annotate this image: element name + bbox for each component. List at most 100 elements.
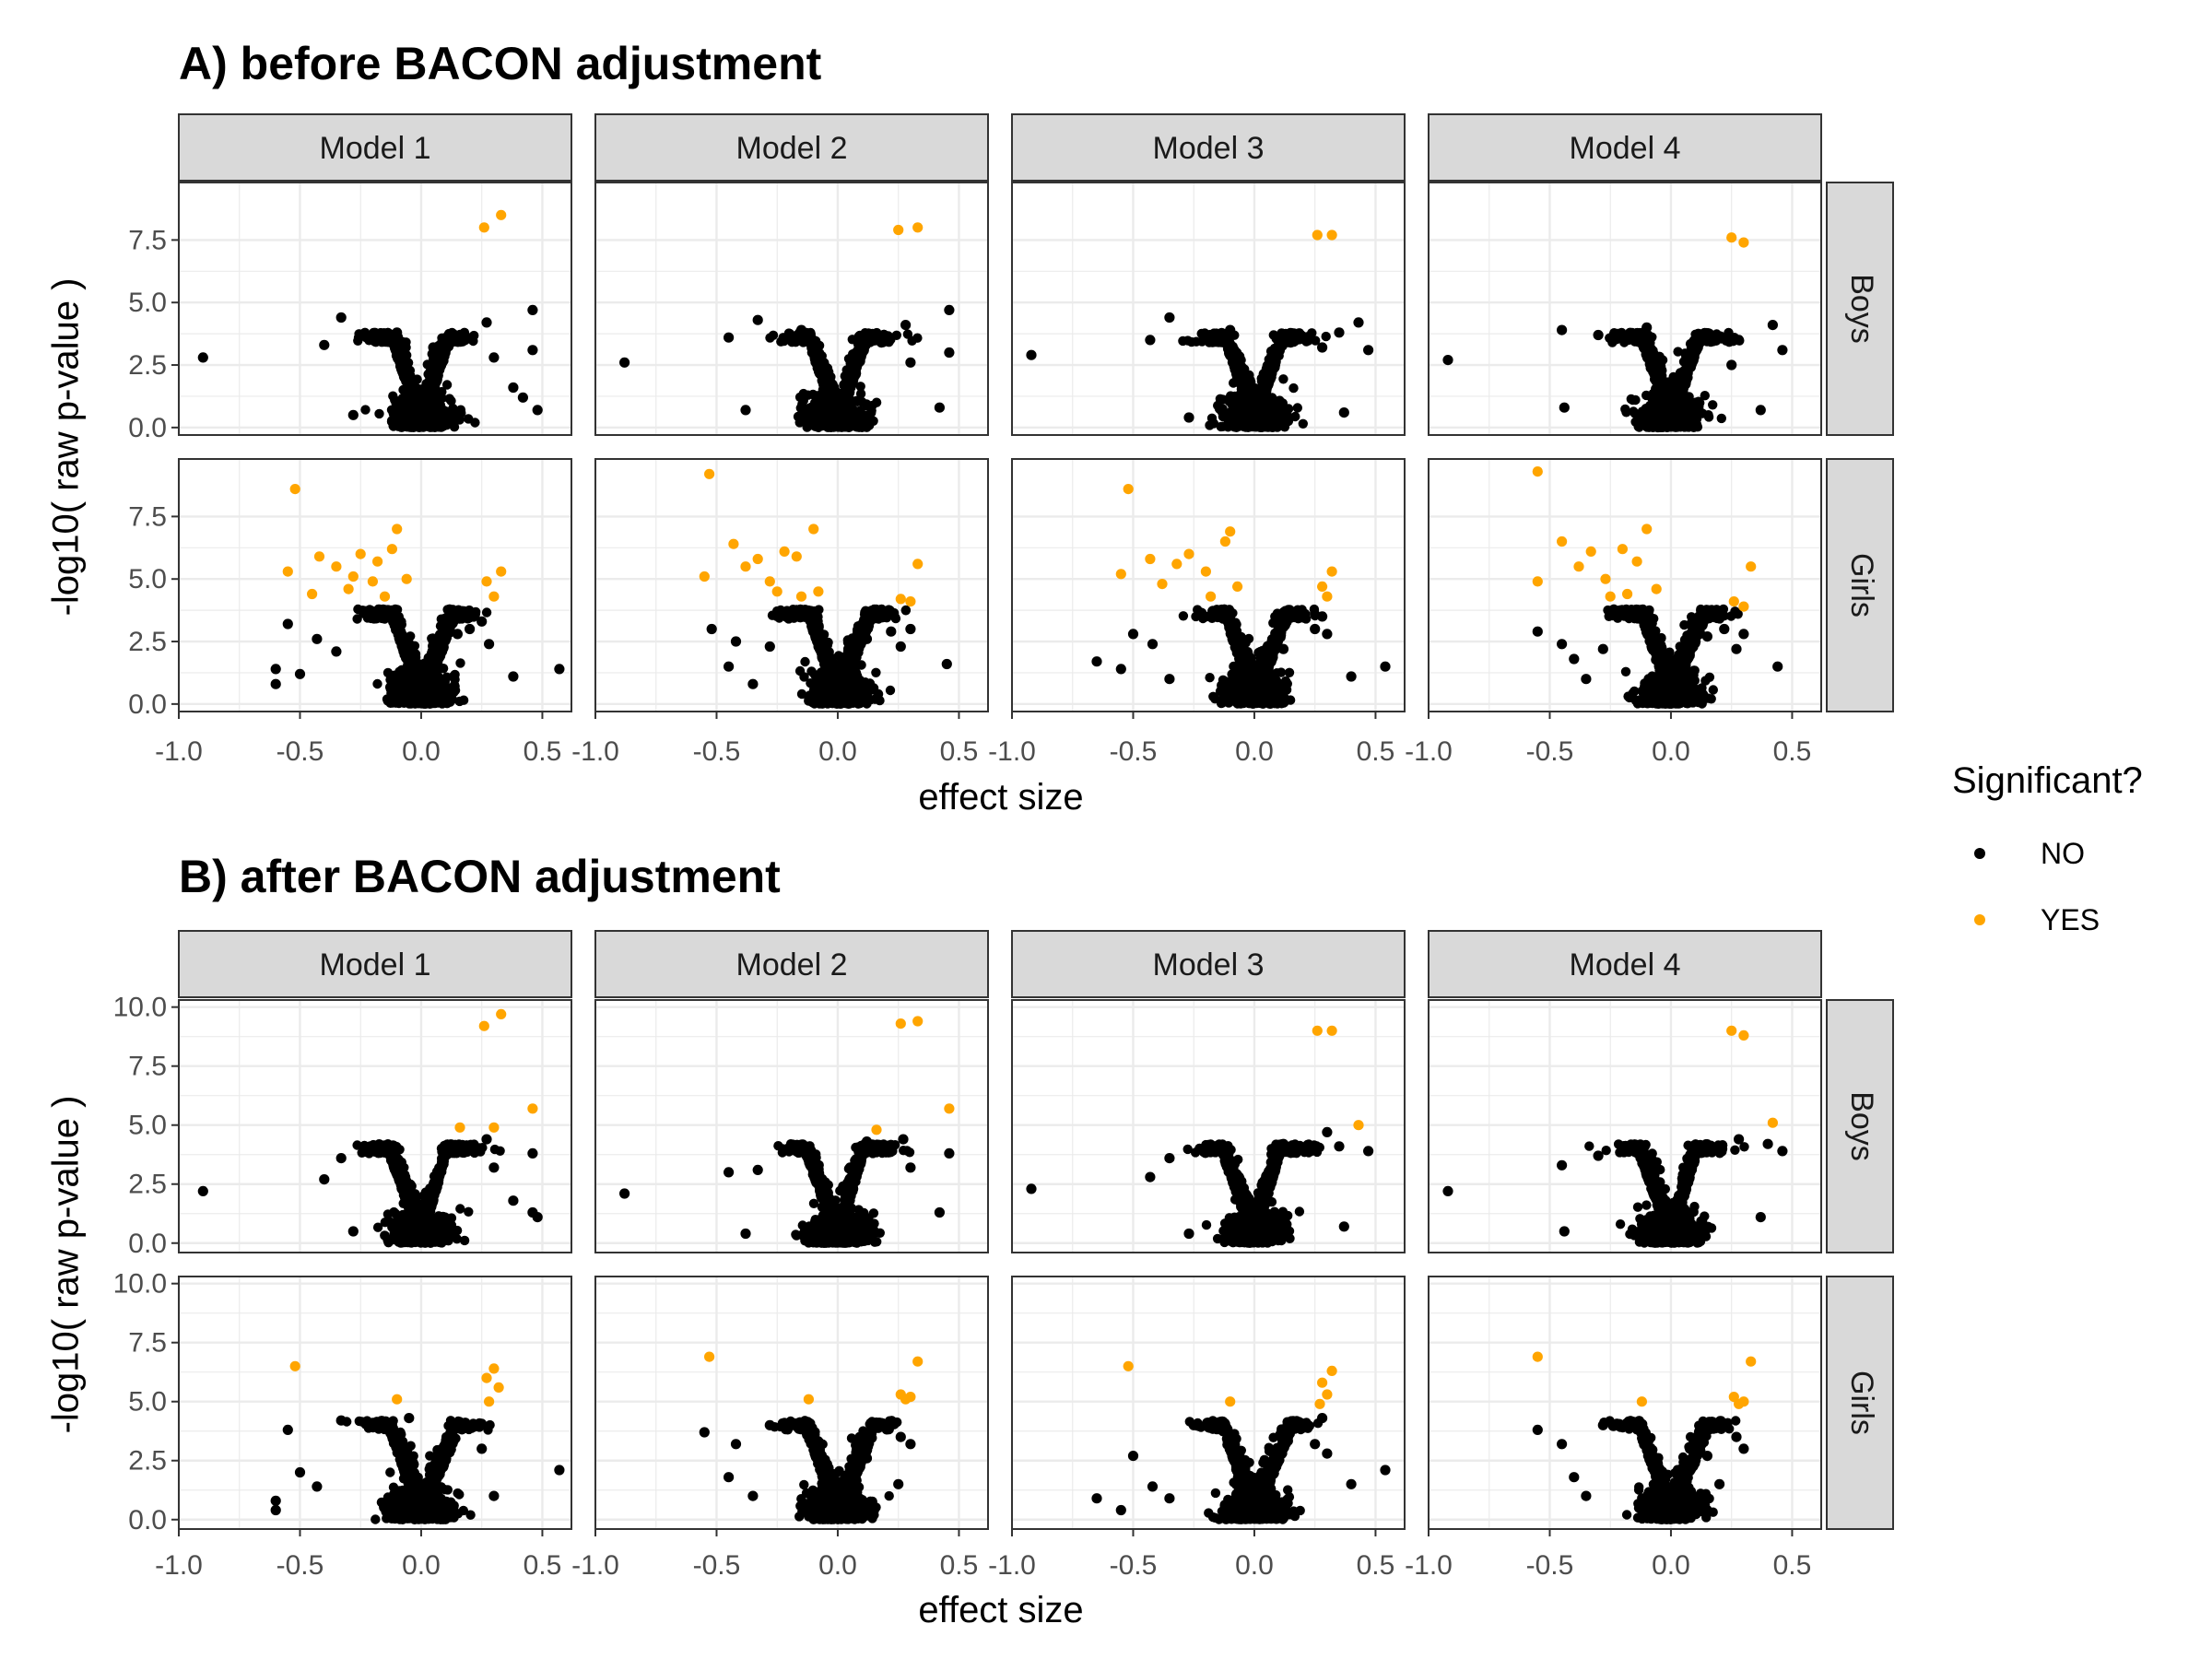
- data-point-no: [1286, 328, 1297, 338]
- data-point-no: [795, 324, 807, 335]
- data-point-no: [386, 405, 397, 415]
- data-point-no: [1298, 418, 1309, 429]
- data-point-no: [798, 388, 808, 399]
- data-point-no: [851, 367, 861, 377]
- data-point-no: [765, 333, 775, 343]
- data-point-no: [867, 400, 877, 411]
- data-point-no: [844, 381, 855, 391]
- data-point-no: [834, 407, 844, 418]
- data-point-no: [1724, 337, 1735, 347]
- data-point-no: [441, 380, 453, 390]
- data-point-yes: [1738, 237, 1749, 248]
- data-point-no: [1662, 399, 1673, 409]
- data-point-no: [1317, 342, 1328, 353]
- data-point-no: [437, 350, 448, 360]
- data-point-no: [1689, 405, 1700, 415]
- panel-model-1-boys: 0.02.55.07.5: [128, 182, 572, 443]
- data-point-no: [1273, 345, 1284, 355]
- data-point-no: [806, 341, 817, 351]
- data-point-no: [844, 411, 854, 421]
- data-point-no: [1649, 421, 1660, 431]
- data-point-no: [1267, 356, 1277, 366]
- facet-strip-row: [1826, 458, 1894, 712]
- data-point-no: [1697, 332, 1708, 343]
- data-point-no: [532, 405, 543, 416]
- data-point-no: [1618, 332, 1629, 343]
- data-point-no: [1559, 402, 1570, 413]
- data-point-no: [1178, 335, 1188, 347]
- data-point-no: [1653, 382, 1664, 393]
- facet-label-column: Model 1: [320, 131, 431, 166]
- data-point-no: [1232, 401, 1242, 412]
- data-point-no: [1164, 312, 1175, 324]
- data-point-no: [862, 419, 872, 430]
- data-point-no: [1283, 404, 1294, 414]
- data-point-no: [1274, 420, 1285, 431]
- data-point-no: [944, 347, 955, 359]
- data-point-no: [1755, 405, 1766, 416]
- data-point-no: [1442, 355, 1453, 366]
- data-point-no: [1288, 382, 1299, 394]
- data-point-no: [1629, 329, 1640, 339]
- data-point-no: [1227, 352, 1238, 362]
- data-point-no: [464, 414, 474, 424]
- data-point-no: [1363, 345, 1374, 356]
- panel-model-3-boys: [1010, 182, 1406, 436]
- data-point-no: [404, 375, 415, 385]
- data-point-no: [527, 304, 538, 315]
- data-point-no: [1716, 413, 1727, 424]
- data-point-no: [455, 405, 466, 415]
- data-point-yes: [496, 209, 507, 220]
- data-point-no: [1628, 394, 1638, 406]
- data-point-no: [798, 402, 808, 413]
- data-point-no: [1183, 412, 1194, 423]
- y-tick-label: 2.5: [128, 350, 167, 381]
- data-point-no: [403, 409, 414, 419]
- data-point-no: [1777, 345, 1788, 356]
- data-point-no: [446, 411, 456, 421]
- data-point-no: [818, 384, 829, 395]
- data-point-no: [1232, 366, 1242, 376]
- data-point-no: [825, 419, 835, 429]
- data-point-no: [1641, 390, 1652, 401]
- data-point-no: [1285, 337, 1296, 348]
- data-point-no: [393, 347, 403, 358]
- data-point-no: [724, 332, 735, 343]
- data-point-no: [428, 342, 439, 353]
- data-point-no: [347, 409, 359, 420]
- data-point-no: [397, 359, 407, 370]
- data-point-no: [353, 335, 363, 346]
- data-point-no: [1708, 400, 1718, 410]
- data-point-no: [876, 337, 887, 348]
- facet-label-row: Girls: [1844, 553, 1879, 618]
- data-point-no: [855, 406, 865, 416]
- data-point-no: [1657, 365, 1667, 376]
- data-point-no: [1255, 414, 1265, 425]
- data-point-no: [411, 394, 421, 406]
- chart-title: A) before BACON adjustment: [179, 38, 822, 89]
- data-point-no: [1225, 338, 1236, 348]
- data-point-no: [791, 337, 801, 347]
- data-point-no: [793, 411, 804, 422]
- data-point-no: [459, 335, 470, 346]
- data-point-no: [411, 418, 421, 429]
- data-point-no: [1278, 374, 1288, 384]
- data-point-no: [1620, 404, 1630, 415]
- data-point-no: [1557, 324, 1568, 335]
- data-point-no: [1242, 406, 1253, 416]
- data-point-no: [841, 420, 852, 430]
- data-point-no: [488, 352, 500, 363]
- facet-strip-column: [1011, 113, 1406, 182]
- data-point-no: [319, 339, 330, 350]
- data-point-yes: [893, 224, 904, 236]
- data-point-no: [1252, 390, 1262, 400]
- data-point-no: [891, 330, 901, 340]
- data-point-no: [1229, 378, 1239, 388]
- facet-strip-column: [594, 113, 989, 182]
- data-point-no: [619, 357, 630, 368]
- data-point-no: [853, 396, 863, 406]
- data-point-no: [481, 317, 492, 328]
- data-point-yes: [912, 222, 924, 233]
- data-point-no: [1225, 324, 1236, 335]
